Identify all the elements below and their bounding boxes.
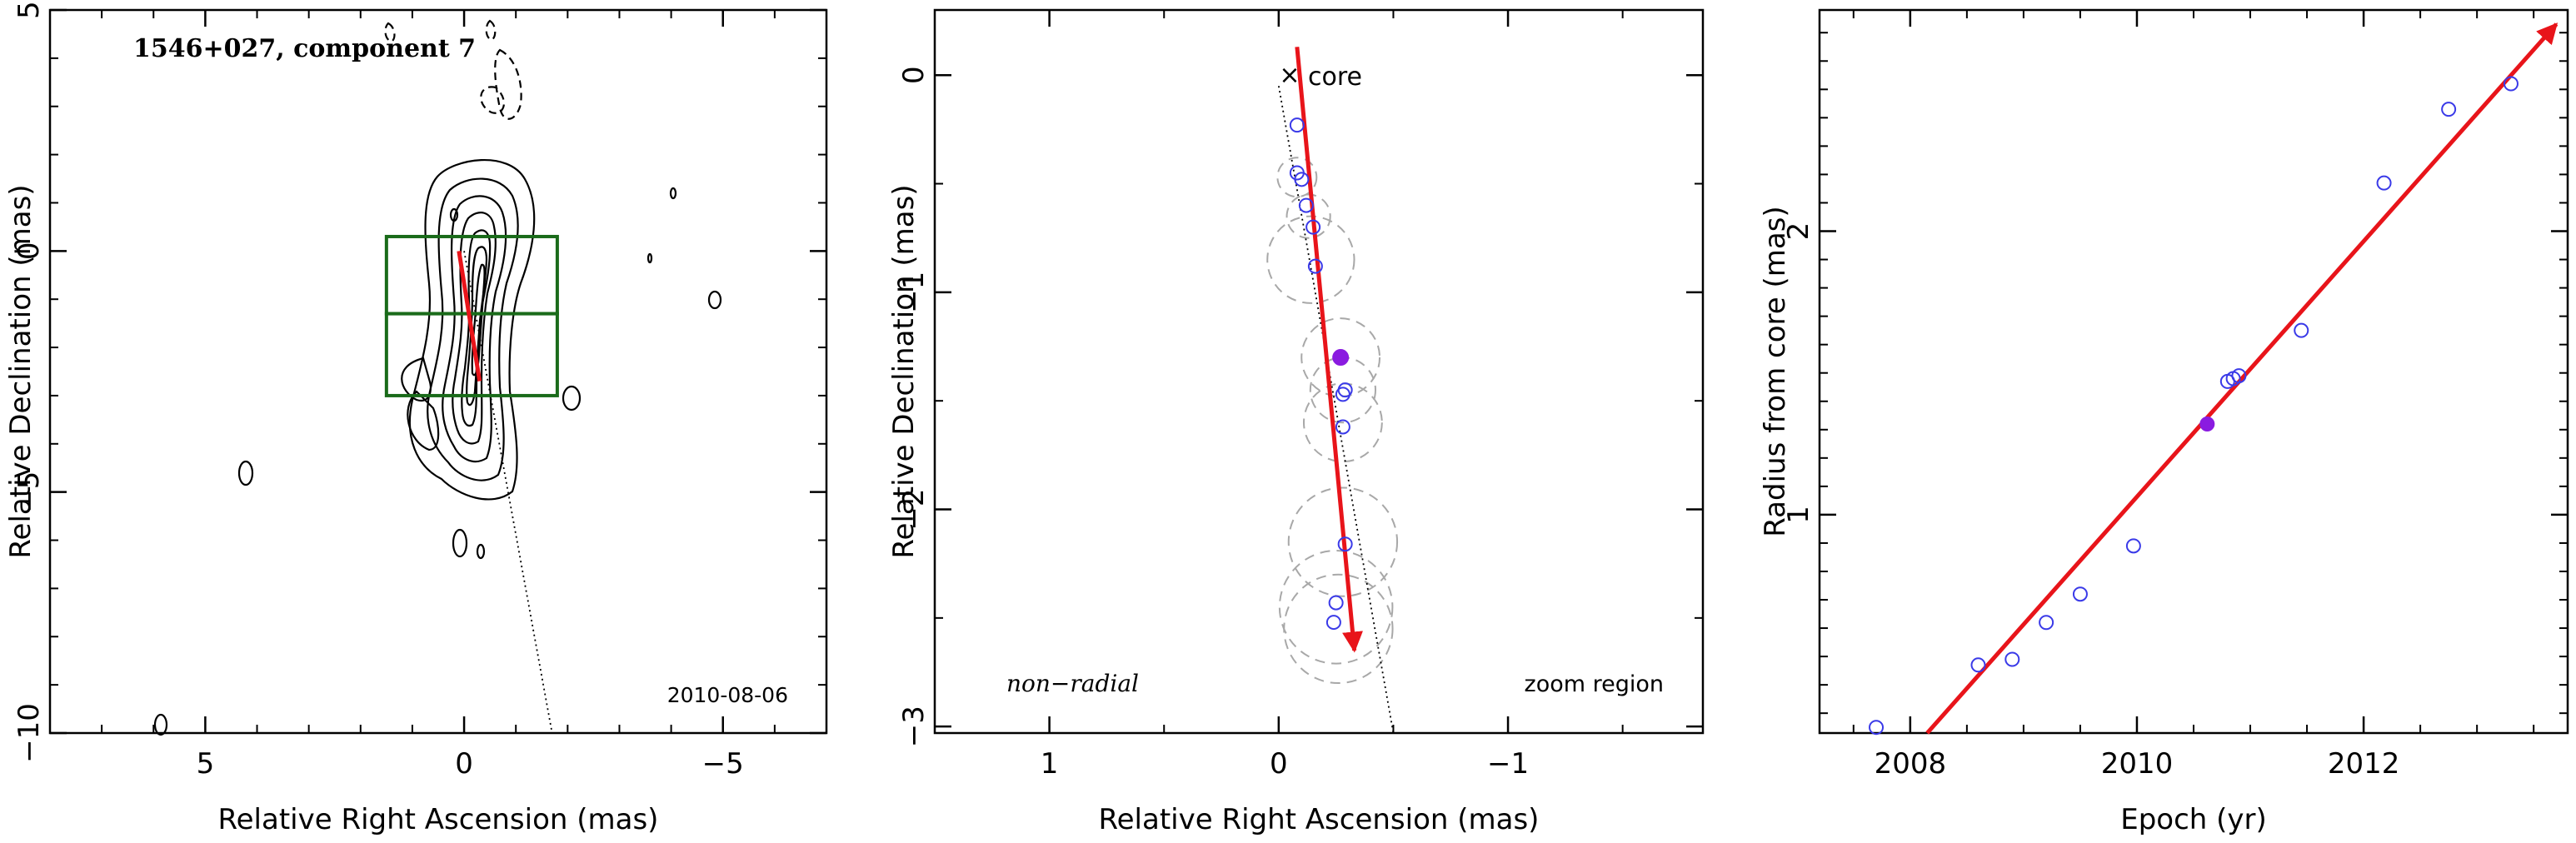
x-tick-label: 2010 — [2101, 747, 2174, 781]
negative-contours — [384, 19, 522, 120]
y-axis-label: Relative Declination (mas) — [887, 184, 921, 558]
radius-point — [1970, 657, 1986, 673]
position-points — [1289, 117, 1353, 631]
panel-zoom-positions: 1 0 −1 0 −1 −2 −3 × core non−radial zoom regi… — [887, 8, 1705, 836]
radius-point — [1869, 720, 1885, 736]
x-axis-label: Relative Right Ascension (mas) — [1099, 803, 1540, 836]
plot-frame — [48, 8, 828, 735]
y-tick-label: 5 — [12, 1, 46, 19]
radius-point — [2231, 368, 2247, 384]
fit-arrow — [1925, 22, 2559, 735]
y-tick-label: −10 — [12, 703, 46, 763]
x-tick-label: 0 — [1270, 747, 1288, 781]
y-axis-ticks: 12 — [1782, 32, 2568, 715]
panel-contour-map: 5 0 −5 5 0 −5 −10 1546+027, component 7 2010-… — [4, 1, 828, 836]
epoch-label: 2010-08-06 — [667, 683, 788, 707]
y-tick-label: 1 — [1782, 506, 1815, 524]
position-point — [1305, 219, 1321, 235]
x-tick-label: −1 — [1487, 747, 1529, 781]
uncertainty-circle — [1283, 573, 1394, 685]
panel-title: 1546+027, component 7 — [133, 34, 476, 63]
zoom-boxes — [384, 234, 559, 397]
radius-point — [2441, 102, 2457, 117]
radius-point — [2125, 538, 2141, 554]
trajectory-line — [463, 251, 553, 734]
y-axis-label: Radius from core (mas) — [1759, 206, 1792, 536]
core-label: core — [1308, 62, 1362, 92]
position-point — [1298, 197, 1314, 213]
y-tick-label: 2 — [1782, 222, 1815, 241]
y-tick-label: 0 — [897, 66, 931, 84]
uncertainty-circle — [1266, 215, 1355, 304]
y-tick-label: −1 — [897, 272, 931, 313]
uncertainty-circle — [1278, 550, 1394, 665]
x-tick-label: 2008 — [1875, 747, 1947, 781]
radius-point — [2294, 322, 2309, 338]
position-point — [1325, 615, 1341, 631]
position-point — [1294, 172, 1310, 187]
core-marker: × — [1279, 61, 1300, 90]
position-point — [1328, 595, 1344, 611]
x-tick-label: 2012 — [2328, 747, 2400, 781]
x-axis-ticks: 2008 2010 2012 — [1852, 10, 2535, 781]
y-tick-label: −3 — [897, 706, 931, 747]
motion-arrow — [457, 250, 482, 382]
position-point — [1335, 419, 1350, 435]
motion-arrow — [1295, 47, 1363, 653]
y-tick-label: 0 — [12, 242, 46, 261]
radius-point — [2376, 175, 2392, 191]
y-axis-ticks: 5 0 −5 −10 — [12, 1, 826, 763]
y-tick-label: −5 — [12, 471, 46, 513]
uncertainty-circle — [1276, 157, 1318, 198]
position-point — [1335, 387, 1350, 402]
uncertainty-circle — [1300, 317, 1381, 397]
current-epoch-point — [2199, 416, 2215, 431]
x-axis-label: Relative Right Ascension (mas) — [218, 803, 659, 836]
x-axis-ticks: 1 0 −1 — [934, 10, 1624, 781]
radius-point — [2072, 586, 2088, 602]
plot-frame — [933, 8, 1705, 735]
radius-point — [2004, 651, 2020, 667]
y-tick-label: −2 — [897, 488, 931, 530]
x-tick-label: 1 — [1041, 747, 1059, 781]
x-tick-label: 0 — [455, 747, 473, 781]
x-tick-label: −5 — [702, 747, 744, 781]
y-axis-label: Relative Declination (mas) — [4, 184, 37, 558]
zoom-region-label: zoom region — [1525, 671, 1664, 697]
position-point — [1289, 117, 1305, 133]
radius-points — [1869, 76, 2519, 736]
position-point — [1307, 258, 1323, 274]
radius-point — [2039, 615, 2054, 631]
position-point — [1337, 536, 1353, 552]
panel-radius-vs-epoch: 2008 2010 2012 12 Epoch (yr) Radius from c… — [1759, 8, 2569, 836]
uncertainty-circle — [1287, 486, 1399, 597]
y-axis-ticks: 0 −1 −2 −3 — [897, 66, 1703, 747]
nonradial-label: non−radial — [1006, 670, 1139, 697]
plot-frame — [1818, 8, 2569, 735]
contour-set — [153, 159, 722, 736]
uncertainty-circle — [1286, 193, 1331, 239]
zoom-box — [384, 312, 559, 397]
radius-point — [2503, 76, 2519, 92]
x-axis-ticks: 5 0 −5 — [101, 10, 776, 781]
x-axis-label: Epoch (yr) — [2120, 803, 2267, 836]
x-tick-label: 5 — [197, 747, 215, 781]
current-epoch-point — [1332, 349, 1350, 367]
